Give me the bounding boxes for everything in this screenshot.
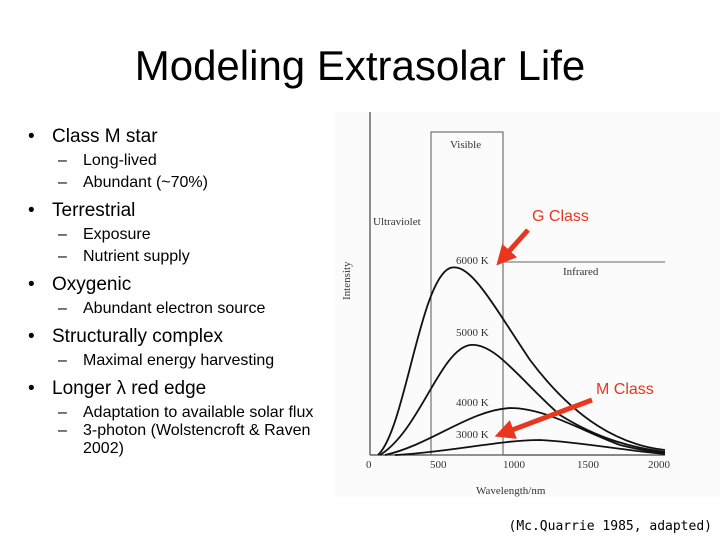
curve-5000k <box>379 344 666 456</box>
sub-bullet-item: – Exposure <box>28 226 328 244</box>
curve-label-5000k: 5000 K <box>456 327 489 339</box>
sub-bullet-text: Nutrient supply <box>83 248 190 265</box>
bullet-dot: • <box>28 378 35 399</box>
sub-bullet-dash: – <box>58 226 67 243</box>
bullet-text: Terrestrial <box>52 200 136 221</box>
x-tick-label: 1000 <box>503 459 526 471</box>
sub-bullet-text: Abundant electron source <box>83 300 266 317</box>
sub-bullet-text: Long-lived <box>83 152 157 169</box>
x-axis-label: Wavelength/nm <box>476 485 546 497</box>
sub-bullet-text: Adaptation to available solar flux <box>83 404 314 421</box>
sub-bullet-text: Abundant (~70%) <box>83 174 208 191</box>
sub-bullet-item: – Adaptation to available solar flux <box>28 404 323 422</box>
ultraviolet-label: Ultraviolet <box>373 216 421 228</box>
bullet-dot: • <box>28 126 35 147</box>
x-tick-label: 0 <box>366 459 372 471</box>
sub-bullet-item: – Abundant (~70%) <box>28 174 328 192</box>
curve-6000k <box>377 266 666 456</box>
curve-label-4000k: 4000 K <box>456 397 489 409</box>
m-class-label: M Class <box>596 381 654 398</box>
sub-bullet-dash: – <box>58 248 67 265</box>
curve-label-3000k: 3000 K <box>456 429 489 441</box>
bullet-dot: • <box>28 274 35 295</box>
sub-bullet-item: – Maximal energy harvesting <box>28 352 328 370</box>
bullet-text: Longer λ red edge <box>52 378 207 399</box>
x-tick-label: 1500 <box>577 459 600 471</box>
sub-bullet-dash: – <box>58 174 67 191</box>
sub-bullet-dash: – <box>58 422 67 439</box>
g-class-arrow <box>496 228 530 266</box>
x-tick-label: 500 <box>430 459 447 471</box>
bullet-text: Oxygenic <box>52 274 132 295</box>
bullet-list: • Class M star – Long-lived – Abundant (… <box>28 126 328 458</box>
sub-bullet-item: – Abundant electron source <box>28 300 328 318</box>
bullet-item: • Class M star <box>28 126 328 148</box>
sub-bullet-item: – Long-lived <box>28 152 328 170</box>
m-class-arrow <box>494 397 593 439</box>
curve-4000k <box>384 407 666 456</box>
sub-bullet-text: Exposure <box>83 226 151 243</box>
bullet-item: • Terrestrial <box>28 200 328 222</box>
visible-label: Visible <box>450 139 481 151</box>
sub-bullet-dash: – <box>58 404 67 421</box>
sub-bullet-item: – Nutrient supply <box>28 248 328 266</box>
bullet-text: Class M star <box>52 126 158 147</box>
slide-title: Modeling Extrasolar Life <box>134 42 586 89</box>
bullet-item: • Oxygenic <box>28 274 328 296</box>
figure-background <box>335 112 720 497</box>
curve-3000k <box>394 439 666 456</box>
sub-bullet-item: – 3-photon (Wolstencroft & Raven 2002) <box>28 422 323 458</box>
sub-bullet-text: 3-photon (Wolstencroft & Raven 2002) <box>83 422 311 457</box>
bullet-item: • Structurally complex <box>28 326 328 348</box>
y-axis-label: Intensity <box>341 261 353 300</box>
sub-bullet-dash: – <box>58 152 67 169</box>
bullet-text: Structurally complex <box>52 326 224 347</box>
bullet-item: • Longer λ red edge <box>28 378 328 400</box>
sub-bullet-text: Maximal energy harvesting <box>83 352 275 369</box>
infrared-label: Infrared <box>563 266 599 278</box>
curve-label-6000k: 6000 K <box>456 255 489 267</box>
sub-bullet-dash: – <box>58 300 67 317</box>
x-tick-label: 2000 <box>648 459 671 471</box>
bullet-dot: • <box>28 326 35 347</box>
g-class-label: G Class <box>532 208 589 225</box>
bullet-dot: • <box>28 200 35 221</box>
citation: (Mc.Quarrie 1985, adapted) <box>508 519 713 534</box>
sub-bullet-dash: – <box>58 352 67 369</box>
